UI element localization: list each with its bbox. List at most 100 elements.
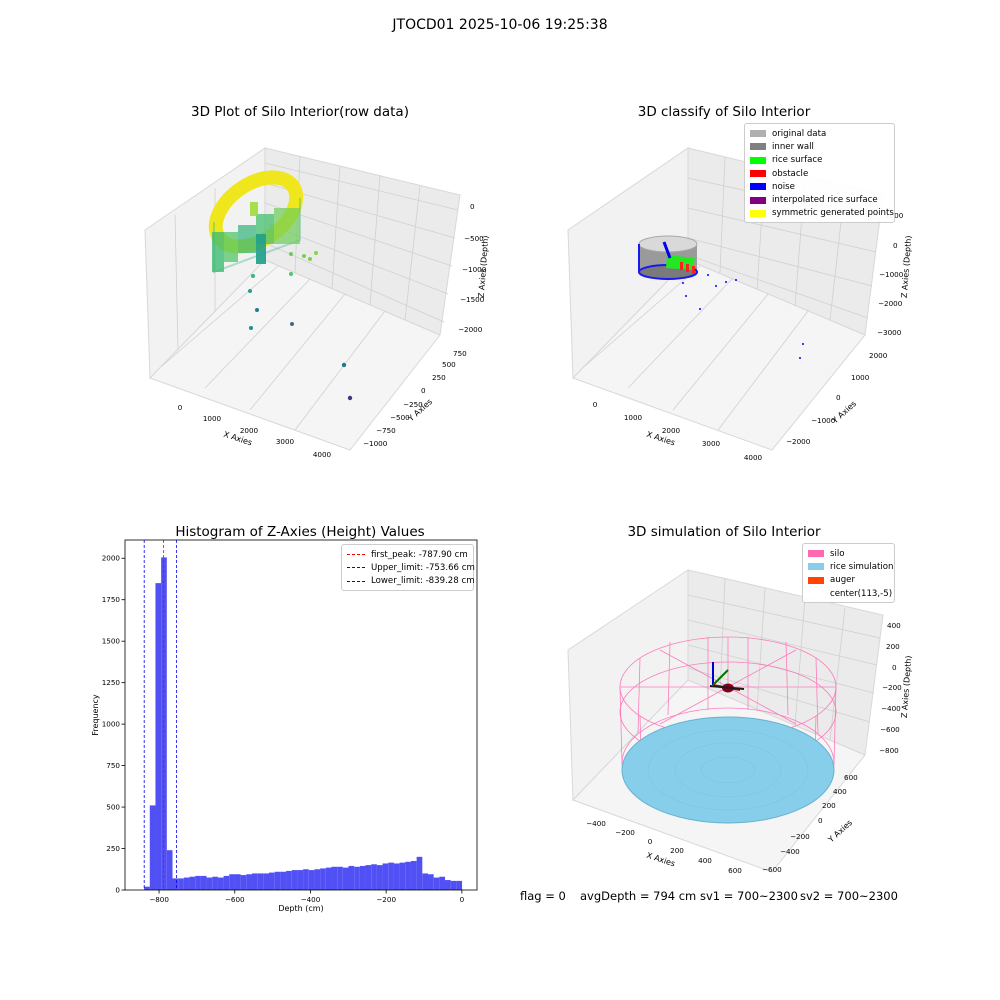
y-tick-label: 250 [106, 844, 120, 853]
legend-line [347, 567, 365, 569]
legend-label: Upper_limit: -753.66 cm [371, 562, 475, 573]
histogram-bar [422, 873, 428, 890]
histogram-bar [172, 878, 179, 890]
plot1-xtick: 0 [178, 403, 183, 412]
plot4-ytick: −200 [790, 832, 810, 841]
plot4-legend: silo rice simulation auger center(113,-5… [802, 543, 895, 604]
plot1-ztick: −1000 [462, 265, 487, 274]
legend-item-inner-wall: inner wall [750, 140, 889, 153]
histogram-bar [320, 868, 326, 890]
x-tick-label: −600 [225, 895, 245, 904]
legend-line [347, 580, 365, 582]
histogram-bar [433, 877, 440, 890]
legend-item-silo: silo [808, 547, 889, 560]
legend-item-noise: noise [750, 180, 889, 193]
legend-label: noise [772, 181, 795, 192]
status-flag: flag = 0 [520, 889, 566, 903]
y-tick-label: 500 [106, 803, 120, 812]
legend-item-original-data: original data [750, 127, 889, 140]
plot3-legend: first_peak: -787.90 cm Upper_limit: -753… [341, 544, 475, 591]
plot1-ytick: 750 [453, 349, 467, 358]
plot2-ytick: 2000 [869, 351, 888, 360]
plot1-ztick: 0 [470, 202, 475, 211]
histogram-bar [393, 863, 400, 890]
plot2-xtick: 1000 [624, 413, 643, 422]
legend-label: first_peak: -787.90 cm [371, 549, 468, 560]
plot4-zlabel: Z Axies (Depth) [900, 655, 913, 718]
plot1-title: 3D Plot of Silo Interior(row data) [191, 104, 409, 120]
histogram-bar [354, 866, 360, 890]
histogram-bar [410, 860, 417, 890]
plot4-ytick: −400 [780, 847, 800, 856]
histogram-bar [371, 864, 377, 890]
histogram-bar [342, 867, 349, 890]
histogram-bar [297, 870, 304, 890]
x-tick-label: −200 [376, 895, 396, 904]
plot2-ytick: −2000 [786, 437, 811, 446]
histogram-bar [263, 873, 270, 890]
x-tick-label: −800 [149, 895, 169, 904]
plot2-ztick: −1000 [879, 270, 904, 279]
histogram-bar [427, 874, 434, 890]
legend-swatch [808, 563, 824, 571]
plot1-ytick: −1000 [363, 439, 388, 448]
plot2-ztick: 0 [893, 241, 898, 250]
plot2-ytick: −1000 [811, 416, 836, 425]
histogram-bar [382, 863, 389, 890]
plot4-grid [687, 577, 881, 741]
plot2-floor-pane [572, 259, 866, 451]
histogram-bar [217, 877, 224, 890]
histogram-bar [286, 870, 292, 890]
legend-swatch [750, 143, 766, 151]
plot2-ztick: −2000 [878, 299, 903, 308]
histogram-bar [200, 875, 207, 890]
histogram-bar [439, 876, 446, 890]
legend-label: rice surface [772, 155, 823, 166]
plot2-xtick: 3000 [702, 439, 721, 448]
legend-label: original data [772, 128, 827, 139]
legend-label: inner wall [772, 141, 814, 152]
legend-label: rice simulation [830, 561, 894, 572]
histogram-bar [359, 865, 366, 890]
histogram-bar [274, 871, 281, 890]
legend-item-rice-simulation: rice simulation [808, 560, 893, 573]
legend-item-upper-limit: Upper_limit: -753.66 cm [347, 561, 475, 574]
histogram-bar [212, 876, 218, 890]
histogram-bar [291, 870, 298, 890]
histogram-bar [229, 874, 235, 890]
plot2-ztick: −3000 [877, 328, 902, 337]
legend-swatch [808, 590, 824, 597]
plot4-xtick: 600 [728, 866, 742, 875]
histogram-bar [240, 875, 247, 890]
histogram-bar [206, 877, 213, 890]
plot1-ytick: −750 [376, 426, 396, 435]
status-sv1: sv1 = 700~2300 [700, 889, 798, 903]
legend-swatch [750, 170, 766, 178]
plot2-title: 3D classify of Silo Interior [637, 104, 811, 120]
y-tick-label: 1750 [102, 595, 121, 604]
plot2-legend: original data inner wall rice surface ob… [744, 123, 895, 224]
histogram-bar [166, 850, 173, 890]
y-tick-label: 2000 [102, 554, 121, 563]
legend-label: auger [830, 575, 855, 586]
plot1-ytick: −250 [403, 400, 423, 409]
legend-line [347, 554, 365, 556]
plot4-ytick: 200 [822, 801, 836, 810]
histogram-bar [178, 878, 184, 890]
legend-swatch [750, 183, 766, 191]
legend-swatch [750, 196, 766, 204]
histogram-bar [234, 874, 241, 890]
histogram-bar [314, 869, 321, 890]
plot1-silo-points [208, 170, 304, 274]
histogram-bar [456, 880, 463, 890]
histogram-bar [155, 583, 162, 890]
histogram-bar [223, 875, 230, 890]
plot4-ztick: −800 [879, 746, 899, 755]
histogram-bar [450, 880, 457, 890]
histogram-bar [399, 862, 406, 890]
plot2-axes: 0 1000 2000 3000 4000 −2000 −1000 0 1000… [567, 147, 913, 462]
histogram-bar [416, 856, 423, 890]
histogram-bar [365, 865, 372, 890]
legend-item-center: center(113,-5) [808, 587, 892, 600]
plot3-xlabel: Depth (cm) [278, 904, 323, 913]
